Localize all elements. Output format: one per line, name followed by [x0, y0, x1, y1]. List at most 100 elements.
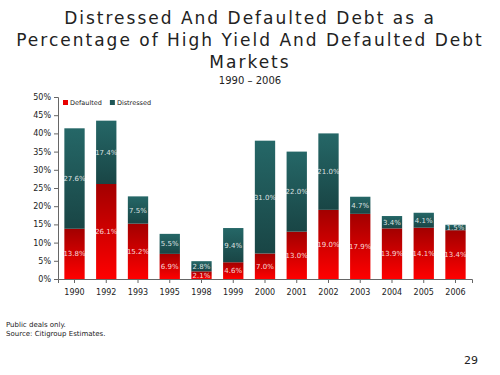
tick: 2003	[350, 279, 370, 297]
tick-mark	[54, 97, 58, 98]
series-bars	[64, 121, 465, 272]
tick-label: 45%	[33, 111, 51, 120]
tick: 1990	[64, 279, 84, 297]
tick-label: 1990	[64, 288, 84, 297]
annotation: Public deals only.	[6, 321, 66, 329]
tick: 2005	[414, 279, 434, 297]
tick: 1995	[160, 279, 180, 297]
data-label: 2.8%	[193, 263, 211, 271]
tick: 20%	[33, 202, 58, 211]
data-label: 4.7%	[351, 202, 369, 210]
data-label: 5.5%	[161, 240, 179, 248]
tick-label: 0%	[38, 275, 51, 284]
bar	[255, 254, 275, 279]
data-label: 2.1%	[193, 272, 211, 280]
data-labels: 13.8%26.1%15.2%6.9%2.1%4.6%7.0%13.0%19.0…	[63, 149, 467, 280]
tick-mark	[169, 279, 170, 283]
chart: Distressed And Defaulted Debt as aPercen…	[0, 0, 500, 375]
data-label: 4.1%	[415, 217, 433, 225]
plot-area: 13.8%26.1%15.2%6.9%2.1%4.6%7.0%13.0%19.0…	[33, 93, 472, 297]
data-label: 31.0%	[254, 194, 277, 202]
tick-label: 2006	[445, 288, 465, 297]
data-label: 17.9%	[349, 243, 372, 251]
data-label: 6.9%	[161, 263, 179, 271]
tick: 50%	[33, 93, 58, 102]
tick: 25%	[33, 184, 58, 193]
tick-mark	[54, 170, 58, 171]
tick-mark	[54, 152, 58, 153]
tick-mark	[54, 206, 58, 207]
legend-item: Distressed	[110, 99, 151, 107]
axis-line	[59, 280, 473, 284]
axis-line	[54, 98, 59, 280]
tick-mark	[391, 279, 392, 283]
tick-label: 1999	[223, 288, 243, 297]
tick-mark	[54, 224, 58, 225]
tick: 15%	[33, 220, 58, 229]
bar	[414, 213, 434, 228]
tick-label: 2003	[350, 288, 370, 297]
tick-label: 20%	[33, 202, 51, 211]
data-label: 7.5%	[129, 207, 147, 215]
tick-mark	[54, 115, 58, 116]
y-axis: 0% 5% 10% 15% 20% 25% 30% 35% 40% 45% 50%	[33, 93, 58, 284]
tick-label: 2002	[318, 288, 338, 297]
legend: DefaultedDistressed	[63, 99, 151, 107]
tick: 40%	[33, 129, 58, 138]
data-label: 21.0%	[317, 168, 340, 176]
bar	[160, 234, 180, 254]
bar	[160, 254, 180, 279]
data-label: 7.0%	[256, 263, 274, 271]
bar	[350, 197, 370, 214]
tick-mark	[233, 279, 234, 283]
bar	[382, 216, 402, 228]
tick: 2004	[382, 279, 402, 297]
tick-mark	[106, 279, 107, 283]
tick-label: 1995	[160, 288, 180, 297]
tick-label: 10%	[33, 239, 51, 248]
bar	[223, 262, 243, 279]
data-label: 3.4%	[383, 219, 401, 227]
tick-label: 35%	[33, 148, 51, 157]
tick-label: 30%	[33, 166, 51, 175]
tick-label: 1998	[191, 288, 211, 297]
tick-mark	[265, 279, 266, 283]
data-label: 13.0%	[286, 252, 309, 260]
tick-label: 1992	[96, 288, 116, 297]
tick-mark	[138, 279, 139, 283]
tick: 2002	[318, 279, 338, 297]
tick-mark	[54, 188, 58, 189]
tick: 2006	[445, 279, 465, 297]
tick-label: 2004	[382, 288, 402, 297]
data-label: 13.8%	[63, 250, 86, 258]
data-label: 22.0%	[286, 188, 309, 196]
data-label: 13.9%	[381, 250, 404, 258]
tick: 2000	[255, 279, 275, 297]
annotation: Source: Citigroup Estimates.	[6, 330, 106, 338]
bars	[64, 121, 465, 279]
tick-label: 40%	[33, 129, 51, 138]
tick: 0%	[38, 275, 58, 284]
bar	[191, 261, 211, 271]
data-label: 19.0%	[317, 241, 340, 249]
tick-mark	[201, 279, 202, 283]
tick-mark	[455, 279, 456, 283]
subtitle: 1990 – 2006	[219, 75, 281, 86]
tick: 45%	[33, 111, 58, 120]
annotation: 29	[464, 354, 478, 367]
tick: 5%	[38, 257, 58, 266]
tick: 2001	[287, 279, 307, 297]
tick-mark	[74, 279, 75, 283]
legend-swatch	[63, 100, 68, 105]
tick-mark	[423, 279, 424, 283]
tick-label: 2000	[255, 288, 275, 297]
tick: 1993	[128, 279, 148, 297]
tick: 35%	[33, 148, 58, 157]
tick-mark	[54, 261, 58, 262]
tick-mark	[360, 279, 361, 283]
bar	[191, 271, 211, 279]
x-axis: 1990 1992 1993 1995 1998 1999 2000 2001 2002 2003…	[59, 279, 473, 297]
tick-label: 25%	[33, 184, 51, 193]
tick-label: 1993	[128, 288, 148, 297]
tick: 1992	[96, 279, 116, 297]
